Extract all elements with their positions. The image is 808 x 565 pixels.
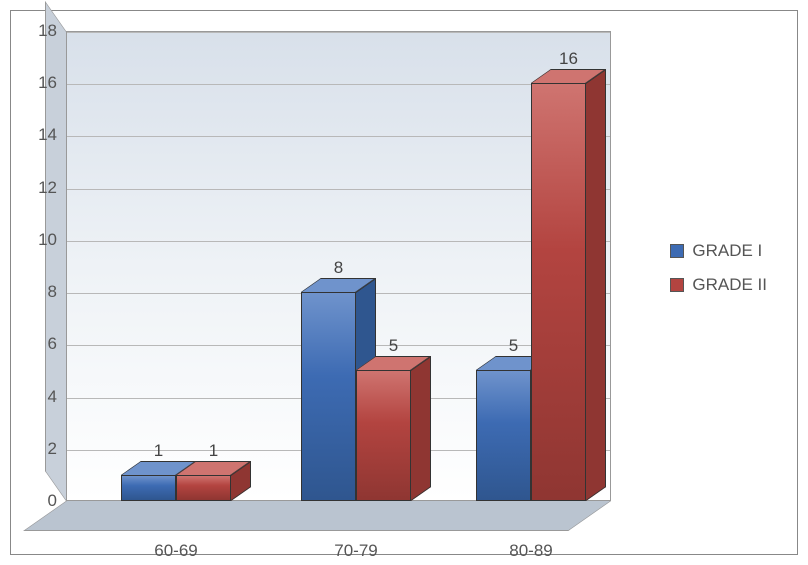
bar-value-label: 1	[209, 441, 218, 461]
legend-swatch-grade2	[670, 278, 684, 292]
bar	[176, 475, 231, 501]
bar-value-label: 16	[559, 49, 578, 69]
bar	[476, 370, 531, 501]
y-tick-label: 2	[27, 439, 57, 459]
legend-item: GRADE II	[670, 275, 767, 295]
y-tick-label: 4	[27, 387, 57, 407]
bar-value-label: 5	[389, 336, 398, 356]
y-tick-label: 16	[27, 73, 57, 93]
legend-label: GRADE II	[692, 275, 767, 295]
y-tick-label: 10	[27, 230, 57, 250]
legend: GRADE I GRADE II	[670, 241, 767, 309]
x-tick-label: 60-69	[154, 541, 197, 561]
bar	[301, 292, 356, 501]
gridline	[67, 84, 610, 85]
y-tick-label: 8	[27, 282, 57, 302]
x-tick-label: 80-89	[509, 541, 552, 561]
bar	[531, 83, 586, 501]
y-tick-label: 14	[27, 125, 57, 145]
bar	[356, 370, 411, 501]
chart-floor	[23, 501, 611, 531]
bar-value-label: 5	[509, 336, 518, 356]
legend-item: GRADE I	[670, 241, 767, 261]
bar	[121, 475, 176, 501]
y-tick-label: 6	[27, 334, 57, 354]
legend-label: GRADE I	[692, 241, 762, 261]
x-tick-label: 70-79	[334, 541, 377, 561]
y-tick-label: 12	[27, 178, 57, 198]
bar-value-label: 8	[334, 258, 343, 278]
gridline	[67, 189, 610, 190]
bar-value-label: 1	[154, 441, 163, 461]
gridline	[67, 241, 610, 242]
gridline	[67, 136, 610, 137]
chart-container: GRADE I GRADE II 02468101214161860-6970-…	[10, 10, 798, 555]
gridline	[67, 32, 610, 33]
y-tick-label: 18	[27, 21, 57, 41]
legend-swatch-grade1	[670, 244, 684, 258]
y-tick-label: 0	[27, 491, 57, 511]
